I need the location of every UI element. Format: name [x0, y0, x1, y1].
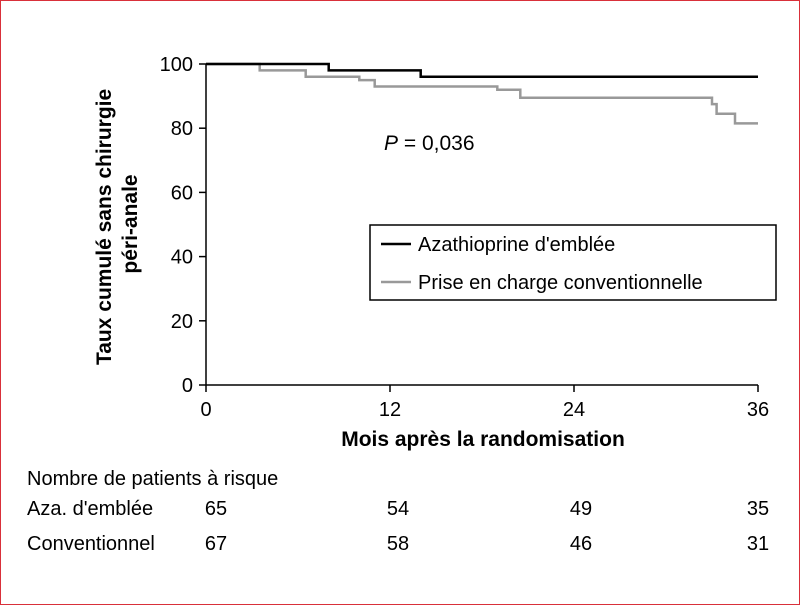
p-value-text: = 0,036 [398, 132, 474, 155]
legend-label-conventionnelle: Prise en charge conventionnelle [418, 272, 703, 294]
x-tick-label: 36 [747, 399, 769, 421]
x-axis-label: Mois après la randomisation [341, 428, 625, 451]
y-tick-label: 80 [171, 118, 193, 140]
p-value-annotation: P = 0,036 [384, 132, 475, 155]
risk-count: 67 [204, 533, 228, 555]
x-tick-label: 12 [379, 399, 401, 421]
risk-row-label: Aza. d'emblée [27, 498, 154, 520]
risk-count: 46 [569, 533, 593, 555]
risk-count: 31 [746, 533, 770, 555]
legend: Azathioprine d'emblée Prise en charge co… [369, 224, 777, 301]
risk-row-azathioprine: Aza. d'emblée 65 54 49 35 [1, 495, 799, 523]
risk-count: 35 [746, 498, 770, 520]
risk-table-title: Nombre de patients à risque [27, 468, 279, 490]
y-axis-label-line-1: Taux cumulé sans chirurgie [93, 89, 116, 365]
risk-row-conventionnel: Conventionnel 67 58 46 31 [1, 530, 799, 558]
x-tick-label: 0 [200, 399, 211, 421]
y-tick-label: 60 [171, 182, 193, 204]
y-tick-label: 40 [171, 247, 193, 269]
y-tick-label: 0 [182, 375, 193, 397]
risk-count: 54 [386, 498, 410, 520]
y-tick-label: 100 [160, 54, 193, 76]
legend-label-azathioprine: Azathioprine d'emblée [418, 234, 615, 256]
risk-count: 49 [569, 498, 593, 520]
y-axis-label: Taux cumulé sans chirurgie péri-anale [93, 83, 142, 365]
series-line-azathioprine [206, 62, 758, 79]
x-tick-label: 24 [563, 399, 585, 421]
series-line-conventionnelle [206, 62, 758, 125]
risk-count: 58 [386, 533, 410, 555]
risk-row-label: Conventionnel [27, 533, 155, 555]
legend-box [369, 224, 777, 301]
y-tick-label: 20 [171, 311, 193, 333]
p-value-symbol: P [384, 132, 398, 155]
y-axis-label-line-2: péri-anale [119, 174, 142, 273]
risk-count: 65 [204, 498, 228, 520]
survival-chart: 0 20 40 60 80 100 0 12 24 36 Taux cumulé sans chi… [93, 54, 777, 451]
